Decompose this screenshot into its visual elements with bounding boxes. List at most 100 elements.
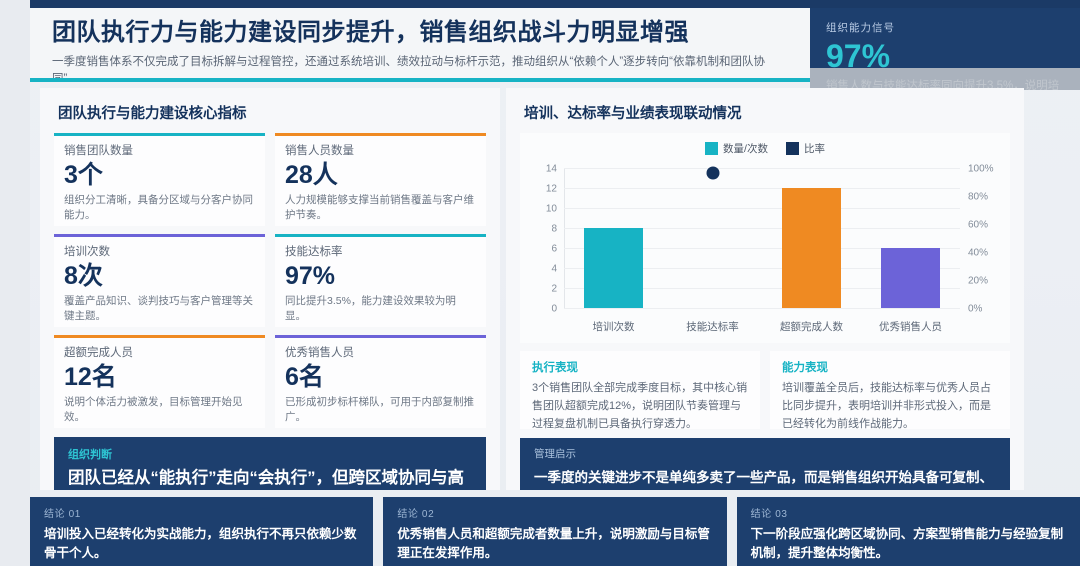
y2-axis-tick: 100% <box>968 163 994 175</box>
legend-label: 数量/次数 <box>723 143 768 155</box>
kpi-label: 技能达标率 <box>285 246 343 258</box>
kpi-description: 组织分工清晰，具备分区域与分客户协同能力。 <box>64 194 253 221</box>
chart-card-title: 培训、达标率与业绩表现联动情况 <box>524 106 742 122</box>
gridline <box>564 168 960 169</box>
gridline <box>564 228 960 229</box>
kpi-description: 覆盖产品知识、谈判技巧与客户管理等关键主题。 <box>64 295 253 322</box>
gridline <box>564 208 960 209</box>
conclusion-card: 结论 03 下一阶段应强化跨区域协同、方案型销售能力与经验复制机制，提升整体均衡性… <box>736 497 1080 566</box>
panel-body: 3个销售团队全部完成季度目标，其中核心销售团队超额完成12%，说明团队节奏管理与… <box>532 382 748 429</box>
y2-axis-tick: 40% <box>968 247 989 259</box>
judgement-main: 团队已经从“能执行”走向“会执行”，但跨区域协同与高阶销售能力仍需继续补强。 <box>68 469 464 487</box>
kpi-description: 人力规模能够支撑当前销售覆盖与客户维护节奏。 <box>285 194 474 221</box>
y2-axis-tick: 80% <box>968 191 989 203</box>
conclusion-text: 优秀销售人员和超额完成者数量上升，说明激励与目标管理正在发挥作用。 <box>397 527 710 560</box>
kpi-card: 超额完成人员 12名说明个体活力被激发，目标管理开始见效。 <box>54 335 265 428</box>
insight-body: 一季度的关键进步不是单纯多卖了一些产品，而是销售组织开始具备可复制、可考核、可持… <box>534 470 993 485</box>
y-axis-tick: 10 <box>545 203 557 215</box>
kpi-card: 销售团队数量 3个组织分工清晰，具备分区域与分客户协同能力。 <box>54 133 265 226</box>
chart-legend: 数量/次数 比率 <box>520 141 1010 156</box>
kpi-value: 8次 <box>64 262 103 290</box>
gridline <box>564 288 960 289</box>
chart-point <box>706 166 719 180</box>
top-accent-bar <box>30 0 1080 8</box>
conclusion-text: 下一阶段应强化跨区域协同、方案型销售能力与经验复制机制，提升整体均衡性。 <box>750 527 1064 560</box>
x-axis-label: 培训次数 <box>592 321 635 333</box>
y-axis-tick: 2 <box>551 283 557 295</box>
kpi-value: 28人 <box>285 161 338 189</box>
x-axis-label: 优秀销售人员 <box>879 321 942 333</box>
kpi-grid: 销售团队数量 3个组织分工清晰，具备分区域与分客户协同能力。 销售人员数量 28人人力… <box>54 133 486 428</box>
gridline <box>564 308 960 309</box>
legend-swatch <box>785 142 799 155</box>
page-header: 团队执行力与能力建设同步提升，销售组织战斗力明显增强 一季度销售体系不仅完成了目… <box>30 8 810 82</box>
kpi-label: 培训次数 <box>64 246 110 258</box>
legend-swatch <box>705 142 719 155</box>
core-metrics-card: 团队执行与能力建设核心指标 销售团队数量 3个组织分工清晰，具备分区域与分客户协同… <box>40 88 500 490</box>
left-margin <box>0 0 30 566</box>
performance-panel: 执行表现 3个销售团队全部完成季度目标，其中核心销售团队超额完成12%，说明团队节… <box>520 351 760 429</box>
chart-bar <box>781 188 842 308</box>
y-axis-tick: 8 <box>551 223 557 235</box>
kpi-description: 已形成初步标杆梯队，可用于内部复制推广。 <box>285 396 474 423</box>
panel-heading: 执行表现 <box>532 362 578 374</box>
panel-heading: 能力表现 <box>782 362 828 374</box>
kpi-description: 说明个体活力被激发，目标管理开始见效。 <box>64 396 243 423</box>
conclusion-label: 结论 03 <box>750 509 788 520</box>
conclusion-label: 结论 02 <box>397 509 435 520</box>
bar-chart: 数量/次数 比率 0 2 4 6 8 10 12 14 0% 20% 40% 60% 80% 100% 培训次… <box>520 133 1010 343</box>
y-axis-tick: 6 <box>551 243 557 255</box>
panel-body: 培训覆盖全员后，技能达标率与优秀人员占比同步提升，表明培训并非形式投入，而是已经… <box>782 382 991 429</box>
kpi-value: 6名 <box>285 363 324 391</box>
kpi-label: 超额完成人员 <box>64 347 133 359</box>
conclusion-label: 结论 01 <box>44 509 81 520</box>
legend-item: 数量/次数 <box>705 141 768 156</box>
conclusion-card: 结论 02 优秀销售人员和超额完成者数量上升，说明激励与目标管理正在发挥作用。 <box>383 497 727 566</box>
performance-panel: 能力表现培训覆盖全员后，技能达标率与优秀人员占比同步提升，表明培训并非形式投入，… <box>770 351 1010 429</box>
kpi-label: 优秀销售人员 <box>285 347 354 359</box>
kpi-value: 3个 <box>64 161 103 189</box>
gridline <box>564 188 960 189</box>
gridline <box>564 248 960 249</box>
chart-bar <box>880 248 941 308</box>
kpi-value: 12名 <box>64 363 117 391</box>
kpi-card: 技能达标率 97% 同比提升3.5%，能力建设效果较为明显。 <box>275 234 486 327</box>
conclusion-card: 结论 01 培训投入已经转化为实战能力，组织执行不再只依赖少数骨干个人。 <box>30 497 374 566</box>
performance-panels: 执行表现 3个销售团队全部完成季度目标，其中核心销售团队超额完成12%，说明团队节… <box>520 351 1010 429</box>
page-subtitle: 一季度销售体系不仅完成了目标拆解与过程管控，还通过系统培训、绩效拉动与标杆示范，… <box>52 56 765 82</box>
kpi-label: 销售团队数量 <box>64 145 133 157</box>
y-axis-tick: 0 <box>551 303 557 315</box>
core-metrics-title: 团队执行与能力建设核心指标 <box>58 106 247 122</box>
signal-label: 组织能力信号 <box>826 22 895 34</box>
insight-label: 管理启示 <box>534 448 576 460</box>
judgement-label: 组织判断 <box>68 449 112 461</box>
y-axis-tick: 12 <box>545 183 557 195</box>
y2-axis-tick: 20% <box>968 275 989 287</box>
y2-axis-tick: 0% <box>968 303 983 315</box>
organization-judgement: 组织判断 团队已经从“能执行”走向“会执行”，但跨区域协同与高阶销售能力仍需继续… <box>54 437 486 490</box>
management-insight: 管理启示 一季度的关键进步不是单纯多卖了一些产品，而是销售组织开始具备可复制、可… <box>520 438 1010 490</box>
kpi-label: 销售人员数量 <box>285 145 354 157</box>
x-axis-label: 超额完成人数 <box>780 321 843 333</box>
page-title: 团队执行力与能力建设同步提升，销售组织战斗力明显增强 <box>52 19 689 46</box>
kpi-card: 培训次数 8次覆盖产品知识、谈判技巧与客户管理等关键主题。 <box>54 234 265 327</box>
y2-axis-tick: 60% <box>968 219 989 231</box>
legend-item: 比率 <box>785 141 825 156</box>
chart-bar <box>583 228 644 308</box>
kpi-card: 优秀销售人员 6名已形成初步标杆梯队，可用于内部复制推广。 <box>275 335 486 428</box>
conclusions-row: 结论 01 培训投入已经转化为实战能力，组织执行不再只依赖少数骨干个人。 结论 02… <box>30 497 1080 566</box>
conclusion-text: 培训投入已经转化为实战能力，组织执行不再只依赖少数骨干个人。 <box>44 527 357 560</box>
chart-plot-area: 0 2 4 6 8 10 12 14 0% 20% 40% 60% 80% 100% 培训次数 技能达标率 超额… <box>546 164 994 334</box>
x-axis-label: 技能达标率 <box>686 321 739 333</box>
kpi-description: 同比提升3.5%，能力建设效果较为明显。 <box>285 295 456 322</box>
kpi-card: 销售人员数量 28人人力规模能够支撑当前销售覆盖与客户维护节奏。 <box>275 133 486 226</box>
gridline <box>564 268 960 269</box>
y-axis-tick: 14 <box>545 163 557 175</box>
legend-label: 比率 <box>803 143 825 155</box>
signal-overlay-band <box>810 68 1080 90</box>
chart-card: 培训、达标率与业绩表现联动情况 数量/次数 比率 0 2 4 6 8 10 12 14 0% 20%… <box>506 88 1024 490</box>
y-axis <box>564 169 565 309</box>
y-axis-tick: 4 <box>551 263 557 275</box>
kpi-value: 97% <box>285 262 336 290</box>
